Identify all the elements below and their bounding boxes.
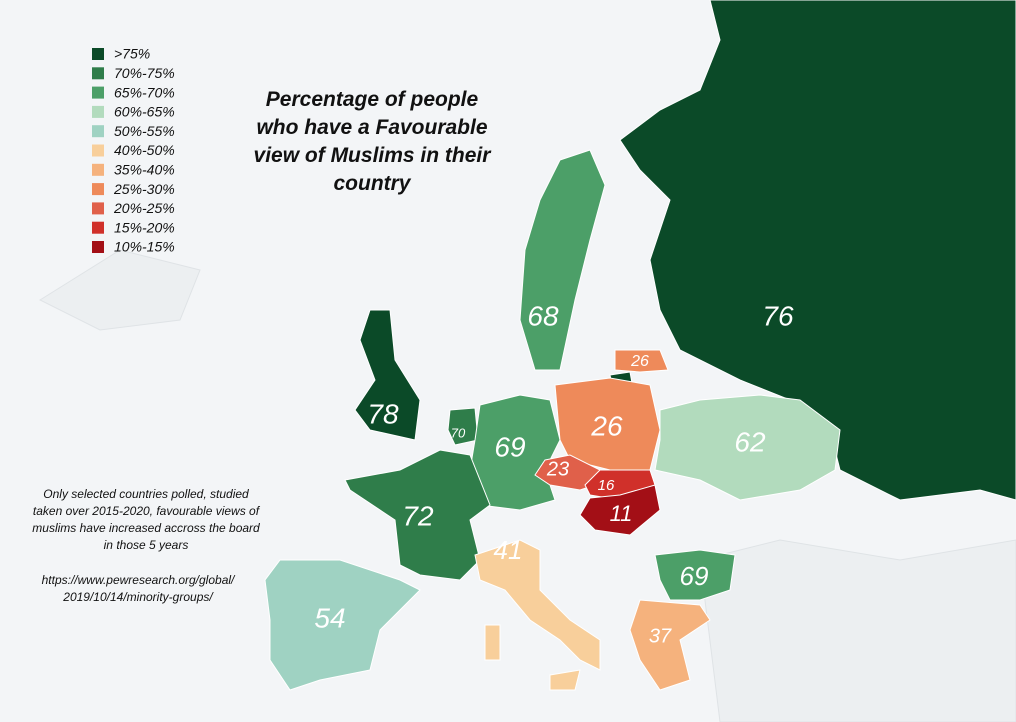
legend-label: 60%-65% bbox=[114, 104, 175, 120]
country: 62 bbox=[654, 394, 841, 501]
legend-swatch bbox=[92, 48, 104, 60]
legend-label: 40%-50% bbox=[114, 142, 175, 158]
title-line: country bbox=[333, 172, 411, 195]
country-shape bbox=[654, 394, 841, 501]
country: 41 bbox=[474, 535, 601, 691]
country-value: 72 bbox=[402, 500, 434, 531]
country: 72 bbox=[344, 449, 491, 581]
country-shape bbox=[654, 549, 736, 601]
source-line: https://www.pewresearch.org/global/ bbox=[42, 573, 236, 587]
country: 11 bbox=[579, 484, 661, 536]
title-line: who have a Favourable bbox=[256, 116, 487, 139]
legend-label: 50%-55% bbox=[114, 123, 175, 139]
legend-swatch bbox=[92, 183, 104, 196]
legend-swatch bbox=[92, 67, 104, 80]
country-shape bbox=[447, 407, 479, 446]
legend-label: 25%-30% bbox=[113, 181, 175, 197]
note-line: in those 5 years bbox=[104, 538, 189, 552]
country: 68 bbox=[519, 149, 606, 371]
legend-label: 15%-20% bbox=[114, 219, 175, 235]
note-line: taken over 2015-2020, favourable views o… bbox=[33, 504, 261, 518]
legend-swatch bbox=[92, 144, 104, 157]
country-value: 23 bbox=[546, 458, 569, 480]
legend-swatch bbox=[92, 202, 104, 215]
legend-label: 20%-25% bbox=[113, 200, 175, 216]
legend-swatch bbox=[92, 241, 104, 253]
country-shape bbox=[354, 309, 421, 441]
note-line: muslims have increased accross the board bbox=[32, 521, 260, 535]
country-shape bbox=[519, 149, 606, 371]
country: 26 bbox=[554, 377, 661, 471]
land-outline bbox=[38, 249, 201, 331]
country-value: 68 bbox=[527, 300, 559, 331]
country-shape bbox=[549, 669, 581, 691]
background-land bbox=[38, 249, 1016, 722]
country-value: 69 bbox=[680, 561, 709, 591]
country: 76 bbox=[609, 0, 1016, 501]
country-shape bbox=[614, 349, 669, 373]
country-value: 69 bbox=[494, 431, 525, 462]
country-shape bbox=[264, 559, 421, 691]
legend-label: 35%-40% bbox=[114, 162, 175, 178]
title-line: Percentage of people bbox=[266, 88, 479, 111]
country-value: 26 bbox=[630, 353, 649, 370]
country: 78 bbox=[354, 309, 421, 441]
country-shape bbox=[484, 624, 501, 661]
legend-swatch bbox=[92, 125, 104, 138]
land-outline bbox=[699, 539, 1016, 722]
legend-label: >75% bbox=[114, 46, 150, 62]
legend-swatch bbox=[92, 221, 104, 234]
country-value: 26 bbox=[590, 410, 623, 441]
country-value: 62 bbox=[734, 426, 766, 457]
source-line: 2019/10/14/minority-groups/ bbox=[62, 590, 214, 604]
legend-swatch bbox=[92, 86, 104, 99]
country-value: 41 bbox=[494, 535, 523, 565]
country-value: 11 bbox=[610, 501, 633, 526]
country: 37 bbox=[629, 599, 711, 691]
country: 69 bbox=[654, 549, 736, 601]
country: 70 bbox=[447, 407, 479, 446]
country-value: 54 bbox=[314, 602, 345, 633]
country-shape bbox=[629, 599, 711, 691]
title-line: view of Muslims in their bbox=[254, 144, 493, 167]
country-shape bbox=[619, 0, 1016, 501]
country: 69 bbox=[469, 394, 561, 511]
legend-swatch bbox=[92, 163, 104, 176]
country-shape bbox=[579, 484, 661, 536]
country: 26 bbox=[614, 349, 669, 373]
country-value: 78 bbox=[367, 398, 399, 429]
country: 54 bbox=[264, 559, 421, 691]
legend-label: 70%-75% bbox=[114, 65, 175, 81]
country-shape bbox=[474, 539, 601, 671]
country-shape bbox=[344, 449, 491, 581]
legend-label: 65%-70% bbox=[114, 84, 175, 100]
country-value: 70 bbox=[451, 425, 466, 440]
note-line: Only selected countries polled, studied bbox=[43, 487, 249, 501]
country-value: 16 bbox=[598, 477, 615, 494]
legend-swatch bbox=[92, 105, 104, 118]
country-value: 37 bbox=[649, 625, 672, 647]
legend-label: 10%-15% bbox=[114, 239, 175, 255]
country-value: 76 bbox=[762, 300, 794, 331]
